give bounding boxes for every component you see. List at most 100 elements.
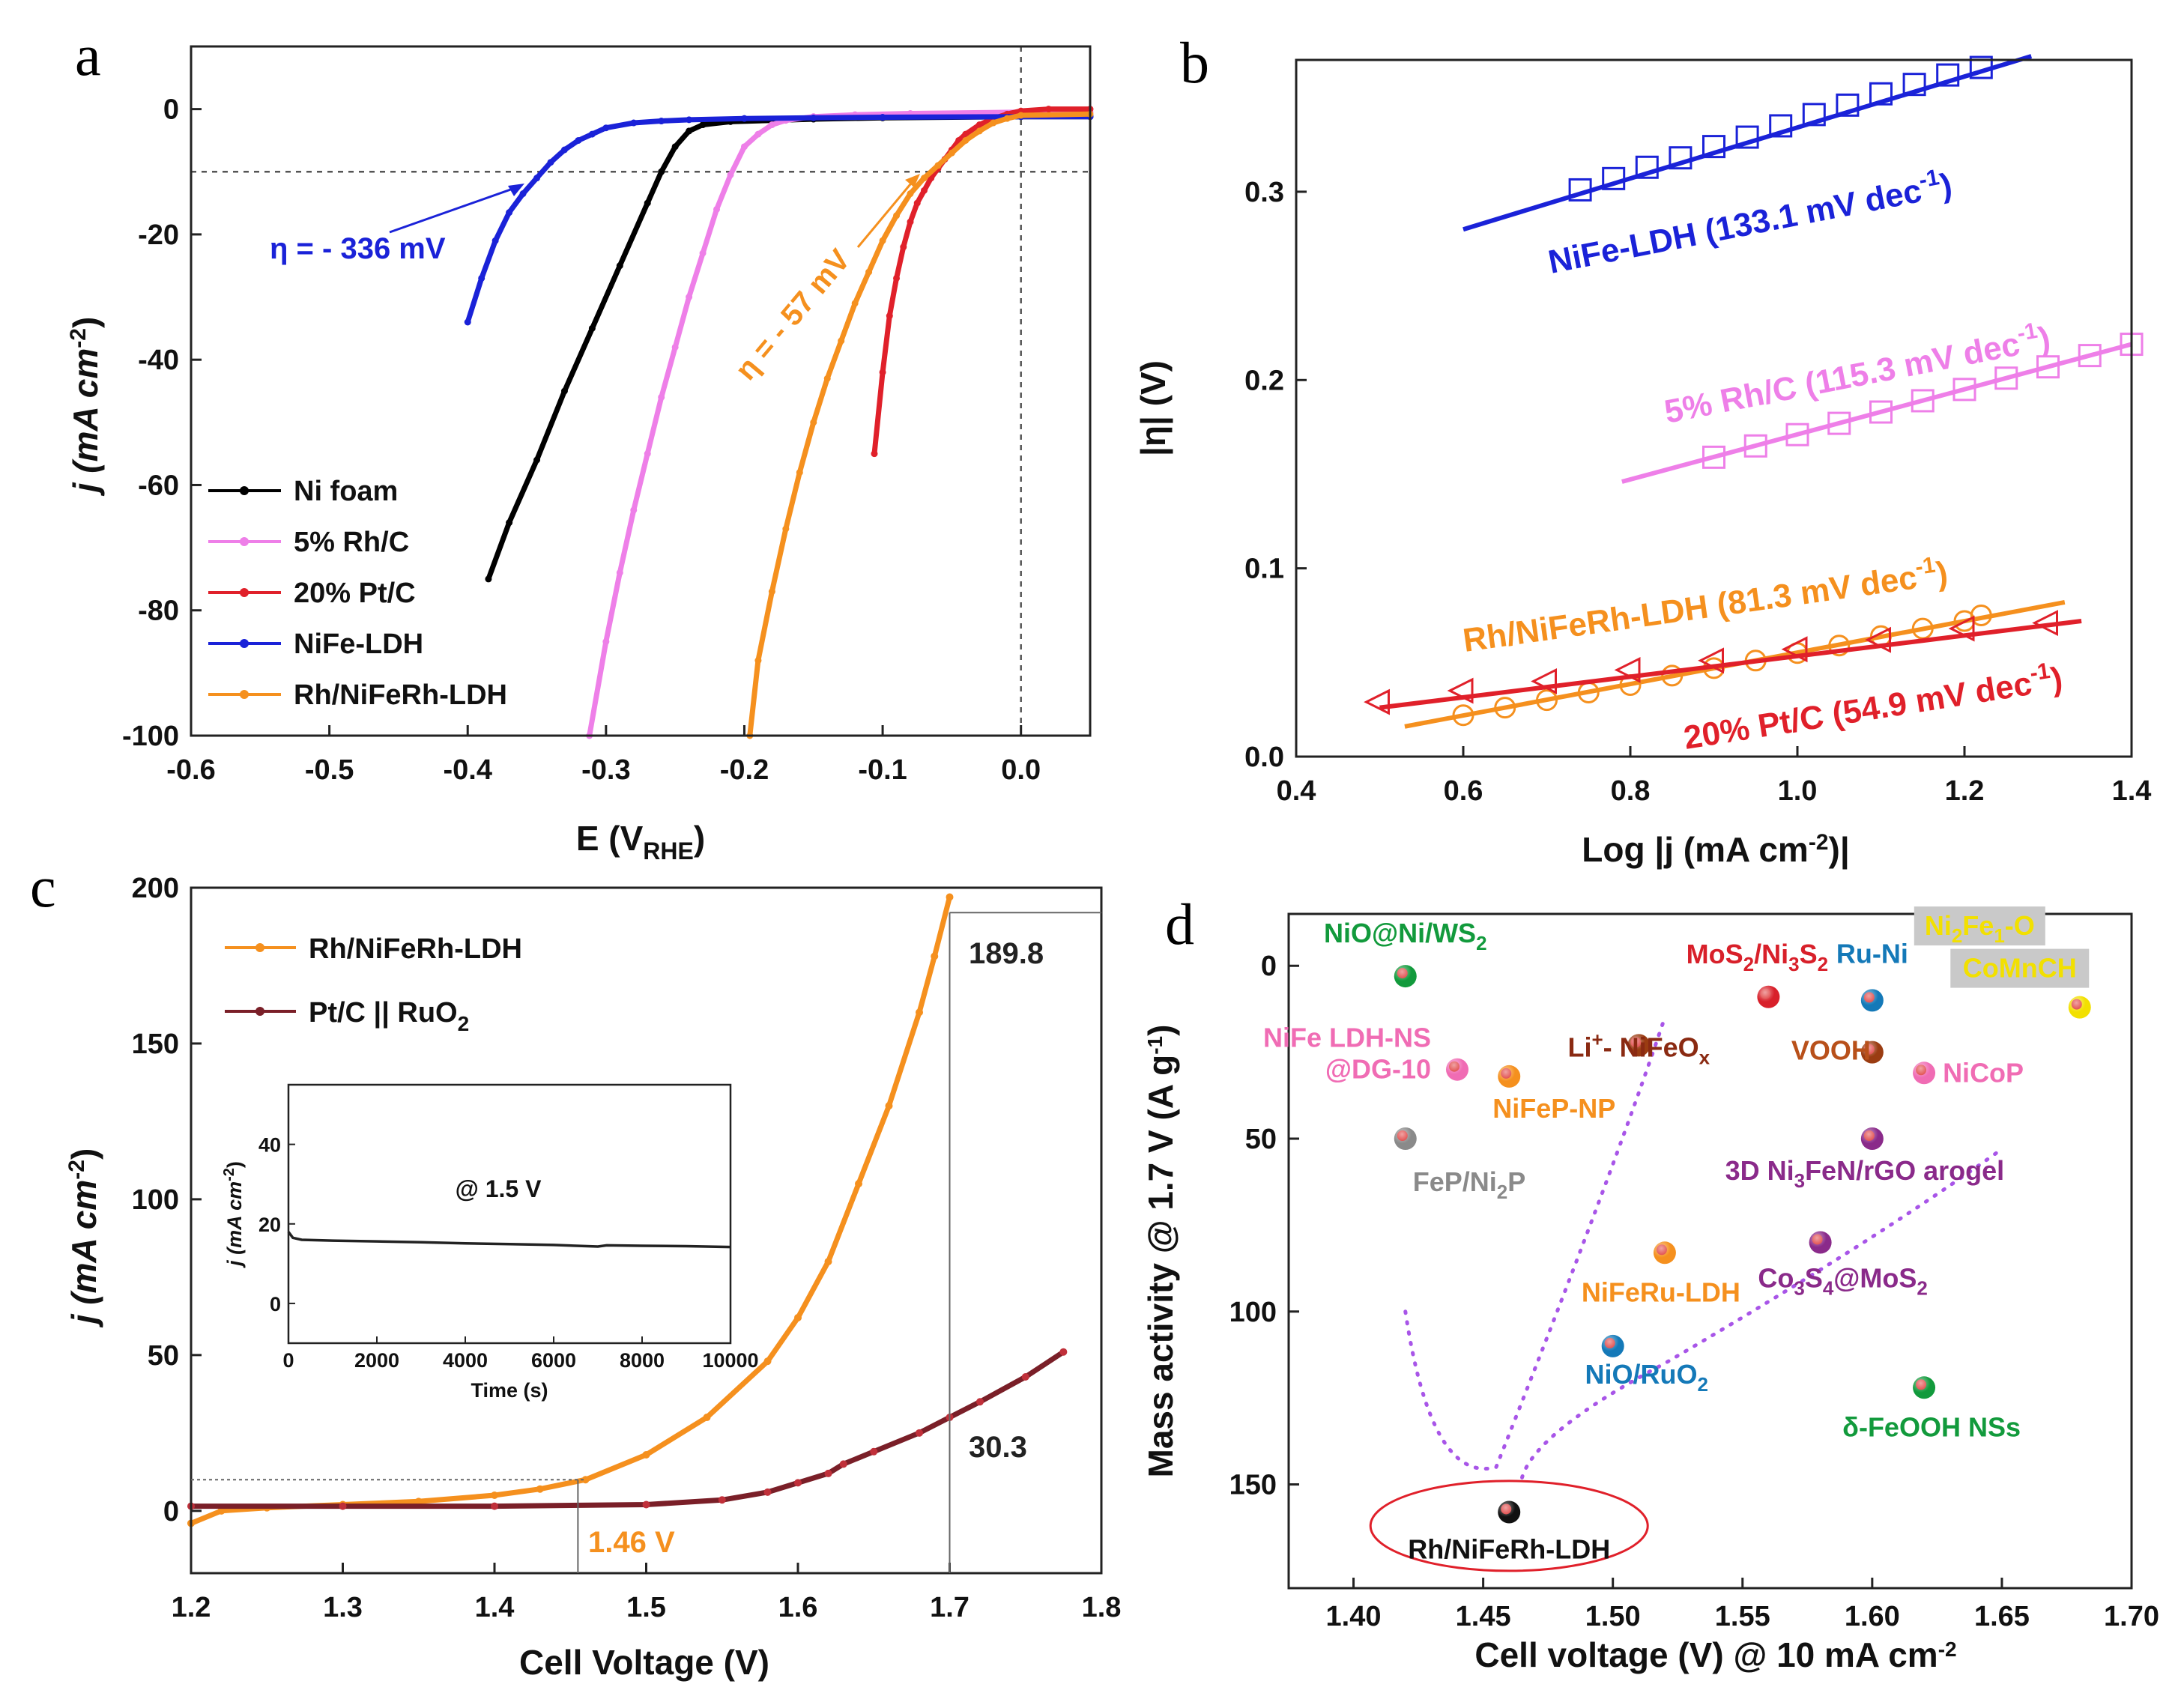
panel-b-xtick-label: 1.0 [1778, 775, 1818, 807]
panel-c-point-pt-c-ruo [339, 1502, 347, 1510]
panel-c-point-rh-niferh-ldh [414, 1497, 423, 1506]
inset-condition-label: @ 1.5 V [456, 1175, 542, 1202]
panel-b-marker-20-pt-c [1614, 656, 1641, 683]
panel-d-label-comnch-4: CoMnCH [1963, 953, 2077, 984]
panel-c-point-pt-c-ruo [642, 1500, 650, 1509]
panel-a-point-nife-ldh [506, 209, 513, 216]
panel-c-xtick-label: 1.6 [778, 1592, 818, 1623]
label-part: NiCoP [1943, 1057, 2024, 1088]
panel-b-ytick-label: 0.2 [1244, 365, 1284, 396]
panel-b-marker-nife-ldh [1936, 63, 1960, 87]
label-part: 2 [1952, 924, 1962, 947]
panel-d-label-bg-ni-3 [1914, 906, 2045, 946]
label-part: 2 [1917, 1277, 1927, 1299]
panel-a-point-ni-foam [686, 127, 693, 135]
panel-b-marker-rh-niferh-ldh [1452, 704, 1474, 727]
panel-label-b: b [1180, 30, 1209, 95]
panel-c-point-pt-c-ruo [718, 1496, 726, 1504]
panel-b-marker-rh-niferh-ldh [1536, 689, 1558, 712]
tafel-text-end: ) [2048, 661, 2065, 699]
panel-b-xtick-label: 1.4 [2112, 775, 2152, 807]
label-part: @MoS [1833, 1262, 1917, 1293]
panel-b-marker-nife-ldh [1902, 73, 1926, 97]
panel-a-point-nife-ldh [686, 116, 693, 124]
panel-b-marker-rh-niferh-ldh [1494, 697, 1516, 719]
panel-a-xtick-label: 0.0 [1001, 754, 1041, 786]
label-part: FeN/rGO arogel [1805, 1155, 2004, 1186]
panel-d-xtick-label: 1.40 [1326, 1601, 1382, 1632]
panel-a-ytick-label: -80 [138, 596, 179, 627]
panel-d-xtick-label: 1.70 [2104, 1601, 2159, 1632]
panel-a-point-5-rh-c [602, 638, 610, 646]
panel-a-ytick-label: -60 [138, 470, 179, 501]
panel-c-point-rh-niferh-ldh [946, 893, 954, 901]
panel-b-marker-5-rh-c [1827, 411, 1851, 435]
panel-b-marker-5-rh-c [1785, 423, 1809, 446]
panel-a-point-rh-niferh-ldh [907, 190, 914, 198]
legend-subscript: 2 [458, 1012, 470, 1035]
label-part: NiFeP-NP [1492, 1093, 1615, 1124]
panel-b-marker-20-pt-c [1447, 677, 1474, 704]
panel-c-point-rh-niferh-ldh [916, 1008, 923, 1017]
label-part: /Ni [1754, 939, 1788, 969]
panel-b-marker-5-rh-c [1994, 366, 2018, 390]
panel-b-marker-rh-niferh-ldh [1661, 664, 1684, 687]
panel-a-annotation-rh: η = - 57 mV [729, 243, 856, 387]
panel-a-legend-marker-rh-niferh-ldh [240, 690, 249, 699]
panel-d-point-shine-rh-niferh-ldh-16 [1498, 1500, 1521, 1524]
panel-a-ytick-label: -20 [138, 219, 179, 251]
panel-d-point-shine-nio-ni-ws-0 [1394, 965, 1417, 988]
panel-a-point-20-pt-c [975, 121, 983, 129]
panel-a-point-ni-foam [533, 456, 541, 464]
inset-xtick-label: 4000 [443, 1349, 488, 1372]
panel-d-ytick-label: 100 [1229, 1297, 1277, 1328]
panel-a-point-5-rh-c [754, 130, 762, 138]
panel-d-label-bg-comnch-4 [1950, 948, 2090, 988]
panel-a-point-rh-niferh-ldh [934, 162, 942, 169]
panel-a-point-5-rh-c [630, 506, 638, 514]
legend-text: Rh/NiFeRh-LDH [309, 933, 522, 965]
tafel-superscript: -1 [2028, 658, 2052, 686]
panel-a-legend-label-20-pt-c: 20% Pt/C [294, 578, 416, 609]
panel-a-point-rh-niferh-ldh [1003, 115, 1011, 122]
panel-a-arrowhead-rh [905, 174, 920, 187]
panel-c-point-rh-niferh-ldh [217, 1506, 226, 1515]
panel-c-point-rh-niferh-ldh [885, 1102, 893, 1110]
panel-a-series-20-pt-c [871, 106, 1093, 457]
panel-b-marker-nife-ldh [1702, 135, 1725, 159]
panel-c-ytick-label: 100 [132, 1184, 179, 1216]
panel-d-label-nifep-np-8: NiFeP-NP [1492, 1093, 1615, 1124]
label-part: Rh/NiFeRh-LDH [1408, 1533, 1610, 1564]
label-part: NiO/RuO [1585, 1359, 1697, 1390]
panel-b-chart: 0.4 0.6 0.8 1.0 1.2 1.4 0.0 0.1 0.2 0.3 Log |j (m… [1134, 54, 2152, 869]
panel-a-point-rh-niferh-ldh [975, 127, 983, 135]
panel-a-point-nife-ldh [560, 146, 568, 154]
panel-c-point-rh-niferh-ldh [763, 1357, 772, 1366]
panel-a-point-nife-ldh [478, 274, 485, 282]
panel-b-marker-20-pt-c [1531, 668, 1557, 694]
panel-a-point-ni-foam [588, 324, 596, 332]
panel-d-label-niferu-ldh-12: NiFeRu-LDH [1582, 1277, 1740, 1307]
panel-d-point-shine-fep-ni-10 [1394, 1127, 1417, 1150]
panel-b-xtick-label: 0.8 [1611, 775, 1651, 807]
inset-ytick-label: 0 [270, 1293, 281, 1315]
panel-d-chart: 1.40 1.45 1.50 1.55 1.60 1.65 1.70 0 50 100 150 Ni… [1141, 906, 2159, 1674]
panel-a-point-5-rh-c [686, 294, 693, 301]
label-part: 3 [1794, 1169, 1805, 1192]
label-part: 4 [1823, 1277, 1834, 1299]
panel-a-point-ni-foam [671, 143, 679, 151]
panel-d-point-shine--feooh-nss-15 [1913, 1376, 1936, 1399]
panel-c-point-pt-c-ruo [1059, 1348, 1068, 1356]
panel-a-point-5-rh-c [768, 121, 775, 129]
panel-b-marker-5-rh-c [2036, 355, 2060, 379]
panel-c-xtick-label: 1.8 [1082, 1592, 1122, 1623]
panel-c-point-rh-niferh-ldh [703, 1414, 711, 1422]
panel-b-marker-nife-ldh [1602, 166, 1626, 190]
panel-b-xtick-label: 0.6 [1444, 775, 1483, 807]
panel-d-label--feooh-nss-15: δ-FeOOH NSs [1842, 1411, 2021, 1442]
panel-c-point-rh-niferh-ldh [536, 1485, 544, 1493]
panel-b-marker-20-pt-c [1865, 626, 1891, 653]
panel-b-tafel-label-20-pt-c: 20% Pt/C (54.9 mV dec-1) [1681, 657, 2065, 757]
panel-d-label-3d-ni-11: 3D Ni3FeN/rGO arogel [1725, 1155, 2005, 1192]
panel-b-marker-20-pt-c [1364, 688, 1390, 715]
